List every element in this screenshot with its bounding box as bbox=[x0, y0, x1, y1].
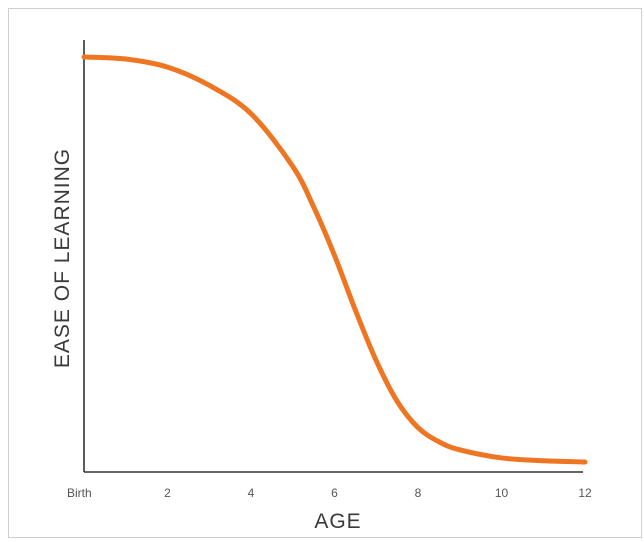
series-line-0 bbox=[81, 54, 588, 465]
y-axis-title: EASE OF LEARNING bbox=[51, 148, 74, 368]
x-tick-label: 12 bbox=[578, 486, 592, 500]
series-layer bbox=[81, 54, 588, 465]
x-axis-ticks: Birth 2 4 6 8 10 12 bbox=[67, 486, 592, 500]
x-tick-label: 10 bbox=[495, 486, 509, 500]
x-tick-label: 8 bbox=[415, 486, 422, 500]
x-tick-label: 2 bbox=[164, 486, 171, 500]
chart-frame bbox=[8, 8, 642, 538]
x-tick-label: Birth bbox=[67, 486, 92, 500]
x-tick-label: 6 bbox=[331, 486, 338, 500]
x-axis-title: AGE bbox=[314, 510, 361, 533]
x-tick-label: 4 bbox=[248, 486, 255, 500]
